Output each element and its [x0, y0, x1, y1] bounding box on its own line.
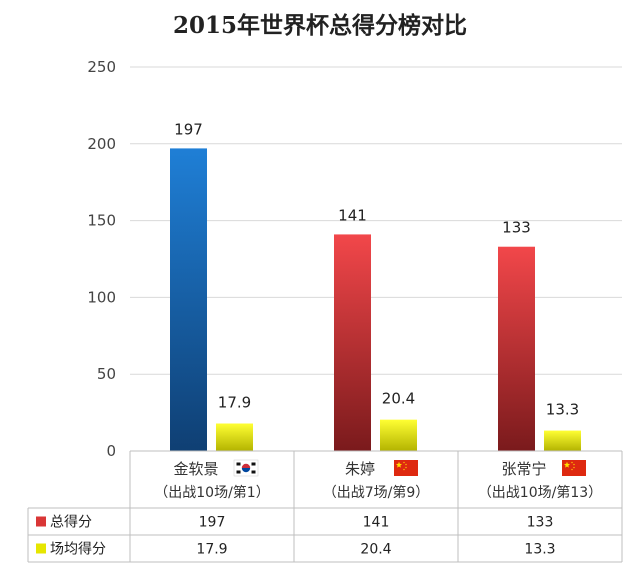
table-cell-value: 141: [363, 515, 390, 531]
y-tick-label: 250: [87, 58, 116, 76]
china-flag-icon: [394, 460, 418, 476]
y-tick-label: 0: [106, 442, 116, 460]
category-subtitle: （出战10场/第1）: [154, 484, 269, 501]
category-name: 金软景: [173, 460, 218, 478]
bar-total-score: [170, 148, 207, 451]
legend-label: 总得分: [50, 514, 92, 531]
category-name: 张常宁: [501, 460, 546, 478]
table-cell-value: 13.3: [524, 542, 555, 558]
bar-total-score: [334, 234, 371, 451]
legend-key: [36, 543, 46, 554]
data-label-total: 141: [338, 206, 367, 224]
category-name: 朱婷: [345, 460, 375, 478]
table-cell-value: 20.4: [360, 542, 391, 558]
category-subtitle: （出战10场/第13）: [478, 484, 602, 501]
china-flag-icon: [562, 460, 586, 476]
category-subtitle: （出战7场/第9）: [323, 484, 430, 501]
bar-average-score: [216, 423, 253, 451]
bar-total-score: [498, 246, 535, 451]
table-cell-value: 133: [527, 515, 554, 531]
data-label-average: 13.3: [546, 401, 579, 419]
bar-average-score: [380, 419, 417, 451]
y-tick-label: 200: [87, 135, 116, 153]
data-label-average: 20.4: [382, 390, 415, 408]
south-korea-flag-icon: [233, 459, 259, 477]
data-label-total: 133: [502, 219, 531, 237]
data-label-total: 197: [174, 120, 203, 138]
y-tick-label: 100: [87, 288, 116, 306]
bar-average-score: [544, 430, 581, 451]
legend-label: 场均得分: [50, 541, 106, 558]
legend-key: [36, 516, 46, 527]
table-cell-value: 197: [199, 515, 226, 531]
table-cell-value: 17.9: [196, 542, 227, 558]
y-tick-label: 50: [97, 365, 116, 383]
chart-title: 2015年世界杯总得分榜对比: [172, 12, 467, 39]
y-tick-label: 150: [87, 212, 116, 230]
data-label-average: 17.9: [218, 394, 251, 412]
